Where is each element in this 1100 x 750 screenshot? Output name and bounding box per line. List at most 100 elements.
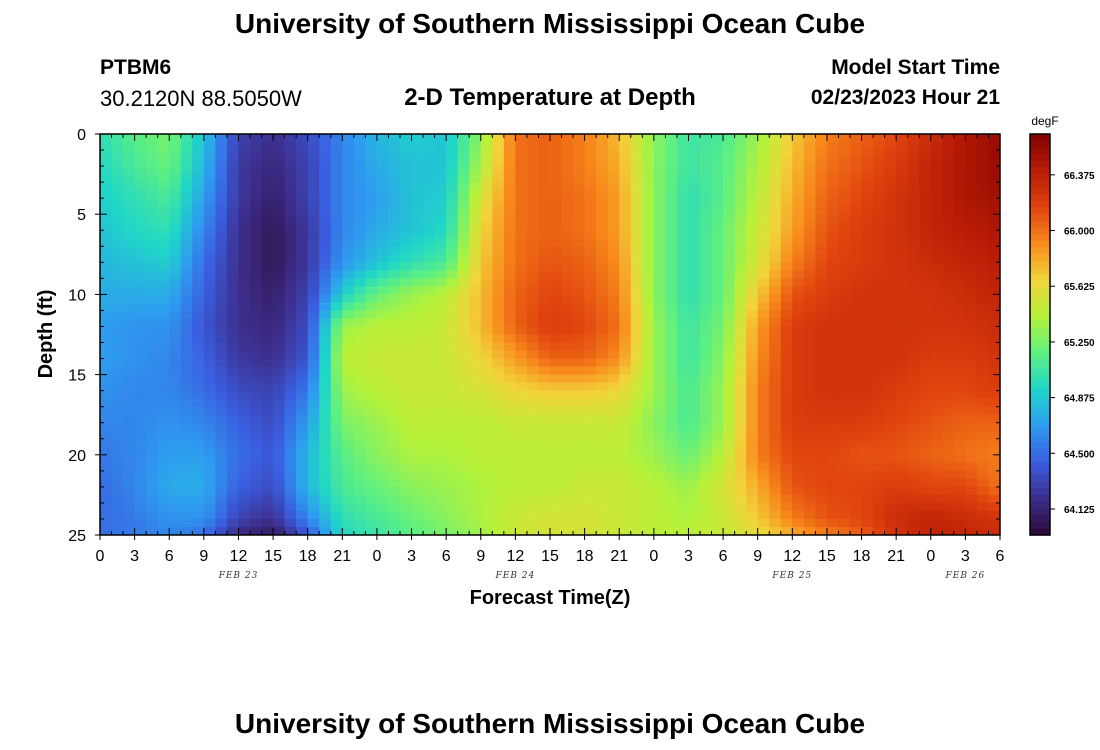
heatmap-cell [653,374,666,384]
heatmap-cell [330,454,343,464]
heatmap-cell [700,486,713,496]
heatmap-cell [284,518,297,528]
heatmap-cell [388,230,401,239]
heatmap-cell [965,142,978,151]
heatmap-cell [792,350,805,360]
heatmap-cell [100,326,113,336]
heatmap-cell [238,454,251,464]
heatmap-cell [180,190,193,199]
heatmap-cell [642,510,655,520]
heatmap-cell [700,206,713,215]
heatmap-cell [573,158,586,167]
heatmap-cell [965,342,978,352]
heatmap-cell [653,414,666,424]
heatmap-cell [457,262,470,271]
heatmap-cell [342,518,355,528]
heatmap-cell [146,438,159,448]
heatmap-cell [330,318,343,328]
heatmap-cell [215,238,228,247]
heatmap-cell [400,230,413,239]
heatmap-cell [653,174,666,183]
heatmap-cell [561,182,574,191]
heatmap-cell [261,134,274,143]
heatmap-cell [434,526,447,535]
heatmap-cell [861,422,874,432]
heatmap-cell [273,510,286,520]
heatmap-cell [146,526,159,535]
heatmap-cell [780,510,793,520]
heatmap-cell [607,454,620,464]
heatmap-cell [319,246,332,255]
heatmap-cell [850,382,863,392]
heatmap-cell [976,182,990,191]
heatmap-cell [850,446,863,456]
heatmap-cell [388,398,401,408]
heatmap-cell [480,454,493,464]
heatmap-cell [676,302,690,312]
heatmap-cell [203,318,216,328]
heatmap-cell [630,190,643,199]
heatmap-cell [376,158,390,167]
heatmap-cell [919,478,932,488]
heatmap-cell [919,158,932,167]
heatmap-cell [630,462,643,472]
heatmap-cell [838,214,851,223]
heatmap-cell [503,278,516,287]
heatmap-cell [342,526,355,535]
heatmap-cell [919,150,932,159]
heatmap-cell [896,438,909,448]
heatmap-cell [676,158,690,167]
heatmap-cell [169,350,182,360]
heatmap-cell [273,406,286,416]
heatmap-cell [492,310,505,320]
heatmap-cell [965,326,978,336]
heatmap-cell [319,422,332,432]
heatmap-cell [550,302,563,312]
heatmap-cell [965,198,978,207]
heatmap-cell [296,206,309,215]
heatmap-cell [815,486,828,496]
heatmap-cell [734,366,747,376]
heatmap-cell [573,174,586,183]
heatmap-cell [157,238,170,247]
heatmap-cell [411,310,424,320]
heatmap-cell [238,310,251,320]
heatmap-cell [319,342,332,352]
heatmap-cell [169,246,182,255]
heatmap-cell [180,222,193,231]
heatmap-cell [492,342,505,352]
heatmap-cell [134,342,147,352]
heatmap-cell [215,494,228,504]
heatmap-cell [250,350,263,360]
heatmap-cell [792,182,805,191]
heatmap-cell [446,342,459,352]
heatmap-cell [930,374,943,384]
heatmap-cell [988,254,1000,263]
heatmap-cell [976,342,990,352]
heatmap-cell [734,414,747,424]
heatmap-cell [503,198,516,207]
heatmap-cell [965,302,978,312]
heatmap-cell [861,318,874,328]
heatmap-cell [526,350,540,360]
heatmap-cell [111,214,124,223]
heatmap-cell [250,326,263,336]
heatmap-cell [746,214,759,223]
heatmap-cell [538,310,551,320]
heatmap-cell [203,414,216,424]
heatmap-cell [296,182,309,191]
heatmap-cell [665,238,678,247]
heatmap-cell [284,294,297,304]
heatmap-cell [734,326,747,336]
heatmap-cell [146,310,159,320]
heatmap-cell [353,230,366,239]
heatmap-cell [330,230,343,239]
heatmap-cell [919,422,932,432]
heatmap-cell [584,246,597,255]
heatmap-cell [469,374,482,384]
heatmap-cell [134,334,147,344]
heatmap-cell [653,438,666,448]
heatmap-cell [538,190,551,199]
heatmap-cell [388,470,401,480]
heatmap-cell [388,502,401,512]
